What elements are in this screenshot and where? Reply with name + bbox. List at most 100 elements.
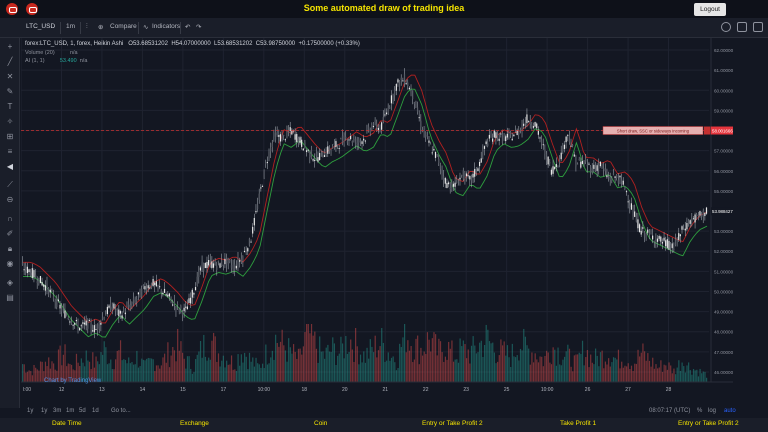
legend-series[interactable]: forex:LTC_USD, 1, forex, Heikin Ashi bbox=[25, 41, 124, 47]
compare-icon[interactable]: ⊕ bbox=[98, 24, 104, 31]
volume-bar bbox=[23, 364, 25, 382]
candle-body bbox=[385, 112, 388, 115]
price-tick-label: 62.00000000 bbox=[714, 48, 733, 53]
trash-icon[interactable]: ▤ bbox=[6, 293, 14, 302]
tradingview-watermark[interactable]: Chart by TradingView bbox=[44, 378, 102, 384]
brush-icon[interactable]: ✎ bbox=[6, 87, 14, 96]
pitchfork-icon[interactable]: ✕ bbox=[6, 72, 14, 81]
volume-bar bbox=[565, 351, 567, 382]
candle-body bbox=[88, 320, 91, 322]
stay-drawing-icon[interactable]: ✐ bbox=[6, 229, 14, 238]
candle-body bbox=[637, 219, 639, 229]
goto-date-button[interactable]: Go to... bbox=[111, 408, 131, 414]
volume-bar bbox=[371, 346, 373, 382]
volume-bar bbox=[692, 368, 695, 382]
candle-body bbox=[294, 134, 296, 140]
column-header[interactable]: Exchange bbox=[180, 420, 209, 427]
volume-bar bbox=[408, 350, 411, 382]
layers-icon[interactable]: ◈ bbox=[6, 278, 14, 287]
volume-bar bbox=[552, 347, 554, 382]
volume-bar bbox=[635, 363, 638, 382]
candle-body bbox=[500, 133, 502, 135]
candle-body bbox=[554, 166, 556, 170]
candle-body bbox=[256, 204, 259, 209]
interval-button[interactable]: 1m bbox=[66, 23, 76, 30]
text-icon[interactable]: T bbox=[7, 102, 13, 111]
symbol-search-button[interactable]: LTC_USD bbox=[26, 23, 56, 30]
candle-body bbox=[382, 117, 384, 123]
chart-style-icon[interactable]: ⫶ bbox=[86, 23, 88, 30]
crosshair-icon[interactable]: + bbox=[7, 42, 13, 51]
volume-bar bbox=[668, 362, 670, 382]
time-tick-label: 21 bbox=[382, 387, 388, 393]
magnet-icon[interactable]: ∩ bbox=[7, 214, 13, 223]
redo-icon[interactable]: ↷ bbox=[196, 24, 202, 31]
annotation-close[interactable] bbox=[704, 126, 711, 135]
column-header[interactable]: Coin bbox=[314, 420, 328, 427]
column-header[interactable]: Date Time bbox=[52, 420, 82, 427]
timeframe-button[interactable]: 1y bbox=[27, 408, 34, 414]
timeframe-button[interactable]: 1m bbox=[66, 408, 75, 414]
ai-legend[interactable]: AI (1, 1) 53.490 n/a bbox=[25, 58, 87, 64]
candle-body bbox=[317, 157, 319, 162]
volume-bar bbox=[74, 370, 76, 382]
logout-button[interactable]: Logout bbox=[694, 3, 726, 16]
volume-bar bbox=[247, 369, 249, 382]
price-chart[interactable]: Short draw, SSC or sideways incoming 62.0… bbox=[21, 38, 733, 394]
indicators-icon[interactable]: ∿ bbox=[143, 24, 149, 31]
log-scale-button[interactable]: log bbox=[708, 408, 717, 414]
indicators-button[interactable]: Indicators bbox=[152, 23, 181, 30]
settings-icon[interactable] bbox=[721, 22, 731, 32]
volume-bar bbox=[222, 355, 224, 382]
compare-button[interactable]: Compare bbox=[110, 23, 137, 30]
candle-body bbox=[687, 220, 690, 224]
candle-body bbox=[173, 301, 175, 305]
candle-body bbox=[663, 237, 665, 241]
lock-icon[interactable]: 🔒︎ bbox=[7, 244, 13, 253]
column-header[interactable]: Entry or Take Profit 2 bbox=[422, 420, 483, 427]
column-header[interactable]: Entry or Take Profit 2 bbox=[678, 420, 739, 427]
candle-body bbox=[604, 168, 606, 172]
zoom-icon[interactable]: ⊖ bbox=[6, 195, 14, 204]
ruler-icon[interactable]: ⟋ bbox=[7, 180, 13, 189]
volume-bar bbox=[697, 376, 700, 382]
fib-icon[interactable]: ≡ bbox=[7, 147, 13, 156]
timeframe-button[interactable]: 5d bbox=[79, 408, 86, 414]
column-header[interactable]: Take Profit 1 bbox=[560, 420, 597, 427]
candle-body bbox=[621, 179, 623, 182]
volume-bar bbox=[387, 352, 389, 382]
auto-scale-button[interactable]: auto bbox=[724, 408, 736, 414]
candle-body bbox=[96, 324, 99, 330]
pattern-icon[interactable]: ✧ bbox=[6, 117, 14, 126]
volume-bar bbox=[699, 368, 701, 382]
volume-bar bbox=[539, 356, 541, 382]
candle-body bbox=[570, 145, 572, 147]
prediction-icon[interactable]: ⊞ bbox=[6, 132, 14, 141]
volume-bar bbox=[528, 348, 530, 382]
candle-body bbox=[638, 224, 641, 233]
trendline-icon[interactable]: ╱ bbox=[7, 57, 13, 66]
timeframe-button[interactable]: 1y bbox=[41, 408, 48, 414]
candle-body bbox=[305, 150, 308, 153]
annotation-box[interactable] bbox=[602, 126, 704, 135]
fullscreen-icon[interactable] bbox=[737, 22, 747, 32]
arrow-icon[interactable]: ◀ bbox=[6, 162, 14, 171]
eye-icon[interactable]: ◉ bbox=[6, 259, 14, 268]
percent-scale-button[interactable]: % bbox=[697, 408, 703, 414]
snapshot-icon[interactable] bbox=[753, 22, 763, 32]
candle-body bbox=[203, 262, 205, 272]
candle-body bbox=[464, 172, 466, 182]
candle-body bbox=[261, 185, 264, 187]
clock-label[interactable]: 08:07:17 (UTC) bbox=[649, 408, 691, 414]
volume-bar bbox=[80, 358, 82, 382]
candle-body bbox=[534, 122, 536, 127]
timeframe-button[interactable]: 3m bbox=[53, 408, 62, 414]
volume-bar bbox=[430, 351, 432, 382]
undo-icon[interactable]: ↶ bbox=[185, 24, 191, 31]
candle-body bbox=[392, 94, 394, 100]
timeframe-button[interactable]: 1d bbox=[92, 408, 99, 414]
candle-body bbox=[643, 232, 646, 237]
volume-legend[interactable]: Volume (20) n/a bbox=[25, 50, 78, 56]
candle-body bbox=[41, 282, 43, 286]
volume-bar bbox=[420, 347, 422, 382]
